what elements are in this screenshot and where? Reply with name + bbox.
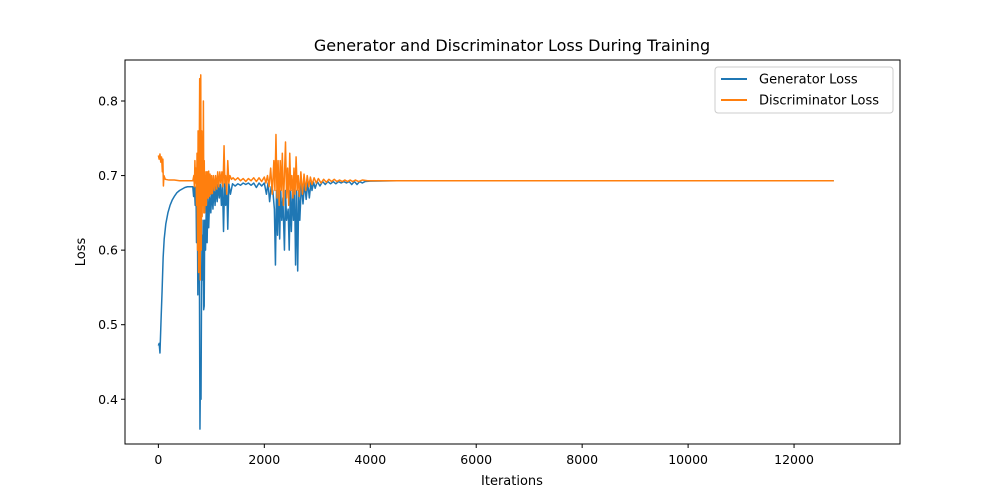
x-tick-label: 8000 bbox=[566, 452, 598, 467]
y-tick-label: 0.4 bbox=[98, 392, 118, 407]
series-line-discriminator-loss bbox=[157, 74, 834, 281]
y-tick-label: 0.6 bbox=[98, 243, 118, 258]
y-tick-label: 0.7 bbox=[98, 168, 118, 183]
x-axis-ticks: 0 2000 4000 6000 8000 10000 12000 bbox=[154, 444, 814, 467]
y-tick-label: 0.5 bbox=[98, 317, 118, 332]
legend-box bbox=[714, 66, 894, 114]
y-axis-ticks: 0.4 0.5 0.6 0.7 0.8 bbox=[98, 94, 125, 407]
plot-area-frame bbox=[124, 59, 901, 445]
x-axis-label: Iterations bbox=[481, 474, 543, 489]
x-tick-label: 0 bbox=[154, 452, 162, 467]
y-axis-label: Loss bbox=[74, 238, 89, 267]
legend-label-generator-loss: Generator Loss bbox=[759, 73, 858, 88]
chart-title: Generator and Discriminator Loss During … bbox=[314, 36, 710, 55]
series-layer bbox=[157, 74, 834, 430]
x-tick-label: 12000 bbox=[774, 452, 814, 467]
x-tick-label: 6000 bbox=[460, 452, 492, 467]
y-tick-label: 0.8 bbox=[98, 94, 118, 109]
x-tick-label: 4000 bbox=[354, 452, 386, 467]
legend-label-discriminator-loss: Discriminator Loss bbox=[759, 94, 879, 109]
x-tick-label: 2000 bbox=[248, 452, 280, 467]
x-tick-label: 10000 bbox=[668, 452, 708, 467]
series-line-generator-loss bbox=[157, 180, 834, 430]
legend: Generator Loss Discriminator Loss bbox=[714, 66, 894, 114]
